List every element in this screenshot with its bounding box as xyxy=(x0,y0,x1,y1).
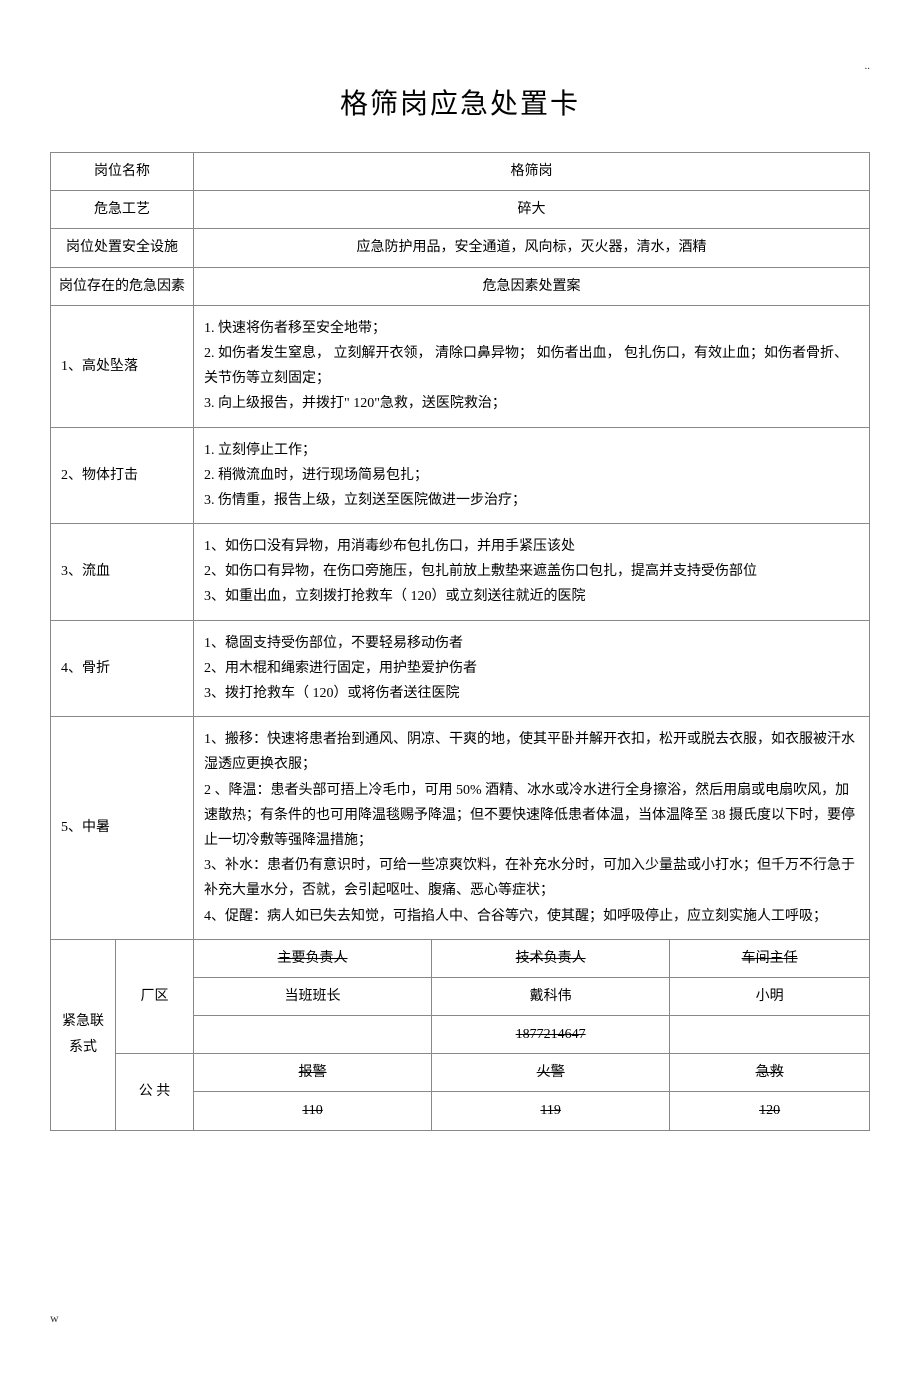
contact-public-h2: 火警 xyxy=(432,1054,670,1092)
contact-area-sub: 厂区 xyxy=(115,939,193,1054)
footer-mark: w xyxy=(50,1311,870,1326)
hazard-plan-label: 危急因素处置案 xyxy=(194,267,870,305)
main-table: 岗位名称 格筛岗 危急工艺 碎大 岗位处置安全设施 应急防护用品，安全通道，风向… xyxy=(50,152,870,1131)
contact-public-v1: 110 xyxy=(194,1092,432,1130)
hazard-process-value: 碎大 xyxy=(194,191,870,229)
contact-area-h2: 技术负责人 xyxy=(432,939,670,977)
contact-area-v1: 当班班长 xyxy=(194,977,432,1015)
row-3-label: 3、流血 xyxy=(51,524,194,621)
page-marker: .. xyxy=(50,60,870,72)
contact-public-v2: 119 xyxy=(432,1092,670,1130)
row-5-label: 5、中暑 xyxy=(51,717,194,940)
contact-area-v2: 戴科伟 xyxy=(432,977,670,1015)
doc-title: 格筛岗应急处置卡 xyxy=(50,82,870,122)
contact-public-sub: 公 共 xyxy=(115,1054,193,1130)
contact-area-h1: 主要负责人 xyxy=(194,939,432,977)
row-2-label: 2、物体打击 xyxy=(51,427,194,524)
contact-public-h1: 报警 xyxy=(194,1054,432,1092)
contact-area-empty1 xyxy=(194,1016,432,1054)
row-4-content: 1、稳固支持受伤部位，不要轻易移动伤者 2、用木棍和绳索进行固定，用护垫爱护伤者… xyxy=(194,620,870,717)
contact-public-h3: 急救 xyxy=(670,1054,870,1092)
contact-area-h3: 车间主任 xyxy=(670,939,870,977)
safety-facility-label: 岗位处置安全设施 xyxy=(51,229,194,267)
row-4-label: 4、骨折 xyxy=(51,620,194,717)
hazard-process-label: 危急工艺 xyxy=(51,191,194,229)
contact-area-phone: 1877214647 xyxy=(432,1016,670,1054)
row-2-content: 1. 立刻停止工作； 2. 稍微流血时，进行现场简易包扎； 3. 伤情重，报告上… xyxy=(194,427,870,524)
contact-public-v3: 120 xyxy=(670,1092,870,1130)
safety-facility-value: 应急防护用品，安全通道，风向标，灭火器，清水，酒精 xyxy=(194,229,870,267)
contact-label: 紧急联系式 xyxy=(51,939,116,1130)
position-name-label: 岗位名称 xyxy=(51,153,194,191)
row-1-label: 1、高处坠落 xyxy=(51,305,194,427)
hazard-factor-label: 岗位存在的危急因素 xyxy=(51,267,194,305)
contact-area-empty2 xyxy=(670,1016,870,1054)
row-5-content: 1、搬移：快速将患者抬到通风、阴凉、干爽的地，使其平卧并解开衣扣，松开或脱去衣服… xyxy=(194,717,870,940)
row-1-content: 1. 快速将伤者移至安全地带； 2. 如伤者发生窒息， 立刻解开衣领， 清除口鼻… xyxy=(194,305,870,427)
position-name-value: 格筛岗 xyxy=(194,153,870,191)
row-3-content: 1、如伤口没有异物，用消毒纱布包扎伤口，并用手紧压该处 2、如伤口有异物，在伤口… xyxy=(194,524,870,621)
contact-area-v3: 小明 xyxy=(670,977,870,1015)
